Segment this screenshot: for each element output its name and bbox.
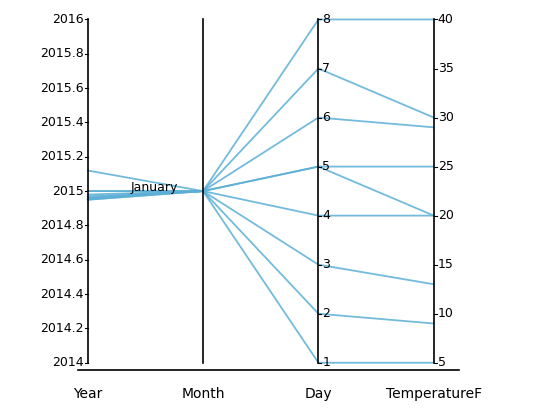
Text: 2015.2: 2015.2	[40, 150, 83, 163]
Text: 5: 5	[323, 160, 330, 173]
Text: 2015.8: 2015.8	[40, 47, 83, 60]
Text: 2015: 2015	[52, 185, 83, 197]
Text: Year: Year	[73, 387, 102, 401]
Text: 35: 35	[438, 62, 454, 75]
Text: 2016: 2016	[52, 13, 83, 26]
Text: 3: 3	[323, 258, 330, 271]
Text: January: January	[130, 181, 178, 194]
Text: 2014: 2014	[52, 356, 83, 369]
Text: 15: 15	[438, 258, 454, 271]
Text: 2015.6: 2015.6	[40, 81, 83, 94]
Text: 40: 40	[438, 13, 454, 26]
Text: 30: 30	[438, 111, 454, 124]
Text: 5: 5	[438, 356, 446, 369]
Text: 8: 8	[323, 13, 330, 26]
Text: 4: 4	[323, 209, 330, 222]
Text: 20: 20	[438, 209, 454, 222]
Text: Month: Month	[181, 387, 225, 401]
Text: 2014.6: 2014.6	[40, 253, 83, 266]
Text: 6: 6	[323, 111, 330, 124]
Text: 1: 1	[323, 356, 330, 369]
Text: TemperatureF: TemperatureF	[386, 387, 482, 401]
Text: 2014.4: 2014.4	[40, 288, 83, 301]
Text: 2: 2	[323, 307, 330, 320]
Text: 7: 7	[323, 62, 330, 75]
Text: 2014.8: 2014.8	[40, 219, 83, 232]
Text: 2015.4: 2015.4	[40, 116, 83, 129]
Text: 10: 10	[438, 307, 454, 320]
Text: Day: Day	[305, 387, 332, 401]
Text: 2014.2: 2014.2	[40, 322, 83, 335]
Text: 25: 25	[438, 160, 454, 173]
